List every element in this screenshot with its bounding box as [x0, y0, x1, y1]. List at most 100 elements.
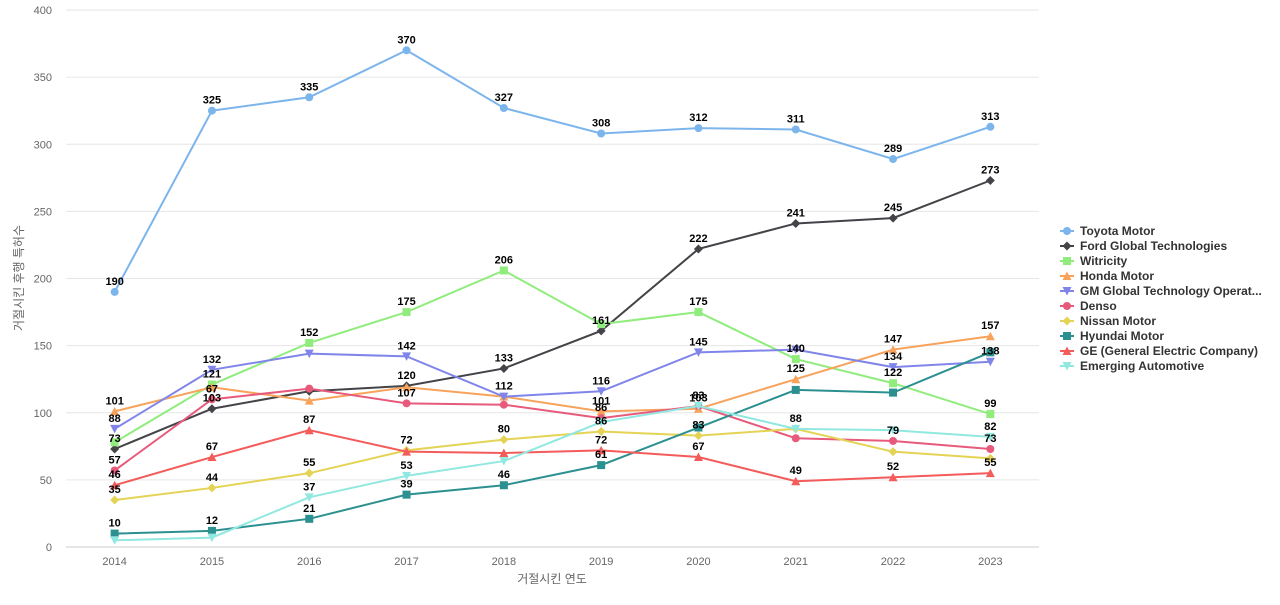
data-point — [207, 526, 216, 535]
data-point — [986, 122, 995, 131]
series-line — [114, 179, 991, 450]
data-point — [207, 483, 217, 493]
data-point — [110, 529, 119, 538]
data-point — [888, 213, 898, 223]
data-point — [305, 93, 314, 102]
data-point — [888, 345, 898, 354]
series-line — [114, 351, 991, 535]
data-point — [791, 434, 800, 443]
data-label: 52 — [887, 461, 899, 473]
data-label: 241 — [787, 207, 805, 219]
data-label: 80 — [498, 424, 510, 436]
data-point — [402, 46, 411, 55]
data-point — [888, 472, 898, 482]
y-axis-title: 거절시킨 후행 특허수 — [11, 225, 26, 331]
data-point — [596, 406, 606, 416]
data-label: 325 — [203, 95, 221, 107]
y-axis-ticks: 0 50 100 150 200 250 300 350 400 — [34, 5, 52, 554]
data-point — [110, 438, 119, 447]
data-point — [402, 399, 411, 408]
data-label: 44 — [206, 472, 219, 484]
series-6 — [110, 424, 995, 505]
legend-label: Emerging Automotive — [1080, 359, 1205, 373]
data-label: 39 — [400, 479, 412, 491]
data-point — [597, 129, 606, 138]
data-label: 72 — [595, 434, 607, 446]
series-layer — [110, 46, 995, 545]
data-point — [791, 355, 800, 364]
series-2 — [110, 266, 995, 447]
data-point — [304, 468, 314, 478]
data-label: 145 — [689, 336, 707, 348]
legend-label: GE (General Electric Company) — [1080, 344, 1258, 358]
legend-item[interactable]: Emerging Automotive — [1060, 359, 1205, 373]
data-point — [888, 363, 898, 372]
data-label: 120 — [397, 370, 415, 382]
data-point — [207, 365, 217, 375]
data-point — [110, 444, 120, 454]
legend-item[interactable]: Nissan Motor — [1060, 314, 1156, 328]
data-label: 222 — [689, 233, 707, 245]
data-point — [207, 452, 217, 462]
data-point — [791, 125, 800, 134]
data-label: 67 — [206, 383, 218, 395]
legend-item[interactable]: Honda Motor — [1060, 269, 1154, 283]
data-label: 152 — [300, 327, 318, 339]
data-label: 46 — [498, 469, 510, 481]
data-label: 116 — [592, 375, 610, 387]
data-point — [985, 453, 995, 463]
data-label: 157 — [981, 320, 999, 332]
data-point — [693, 452, 703, 462]
legend-label: Ford Global Technologies — [1080, 239, 1227, 253]
data-point — [499, 435, 509, 445]
data-point — [110, 466, 119, 475]
data-point — [888, 447, 898, 457]
data-point — [305, 514, 314, 523]
data-point — [110, 480, 120, 490]
data-label: 73 — [984, 433, 996, 445]
data-point — [596, 427, 606, 437]
legend-label: GM Global Technology Operat... — [1080, 284, 1262, 298]
legend-label: Nissan Motor — [1080, 314, 1156, 328]
data-label: 138 — [981, 346, 999, 358]
data-point — [791, 374, 801, 384]
series-9 — [110, 402, 995, 545]
data-point — [402, 308, 411, 317]
data-label: 87 — [303, 414, 315, 426]
data-point — [499, 481, 508, 490]
legend-item[interactable]: Toyota Motor — [1060, 224, 1155, 238]
data-point — [402, 352, 412, 361]
legend-item[interactable]: Ford Global Technologies — [1060, 239, 1227, 253]
legend-marker — [1062, 271, 1072, 280]
legend-item[interactable]: Witricity — [1060, 254, 1128, 268]
data-label: 10 — [109, 518, 121, 530]
data-point — [596, 387, 606, 396]
data-point — [889, 388, 898, 397]
data-point — [596, 445, 606, 455]
legend-item[interactable]: Denso — [1060, 299, 1117, 313]
x-tick-label: 2017 — [394, 556, 418, 568]
data-point — [596, 418, 606, 427]
legend-item[interactable]: Hyundai Motor — [1060, 329, 1164, 343]
legend-label: Honda Motor — [1080, 269, 1154, 283]
legend-item[interactable]: GE (General Electric Company) — [1060, 344, 1258, 358]
data-label: 82 — [984, 421, 996, 433]
data-label: 83 — [692, 390, 704, 402]
data-point — [596, 326, 606, 336]
data-point — [985, 357, 995, 367]
data-label: 142 — [397, 340, 415, 352]
data-label: 147 — [884, 334, 902, 346]
series-line — [114, 429, 991, 487]
data-label: 61 — [595, 449, 607, 461]
data-point — [305, 338, 314, 347]
data-point — [305, 384, 314, 393]
data-point — [597, 320, 606, 329]
data-point — [791, 476, 801, 486]
data-label: 133 — [495, 352, 513, 364]
data-label: 67 — [206, 441, 218, 453]
data-point — [110, 495, 120, 505]
legend-item[interactable]: GM Global Technology Operat... — [1060, 284, 1262, 298]
data-point — [985, 468, 995, 478]
